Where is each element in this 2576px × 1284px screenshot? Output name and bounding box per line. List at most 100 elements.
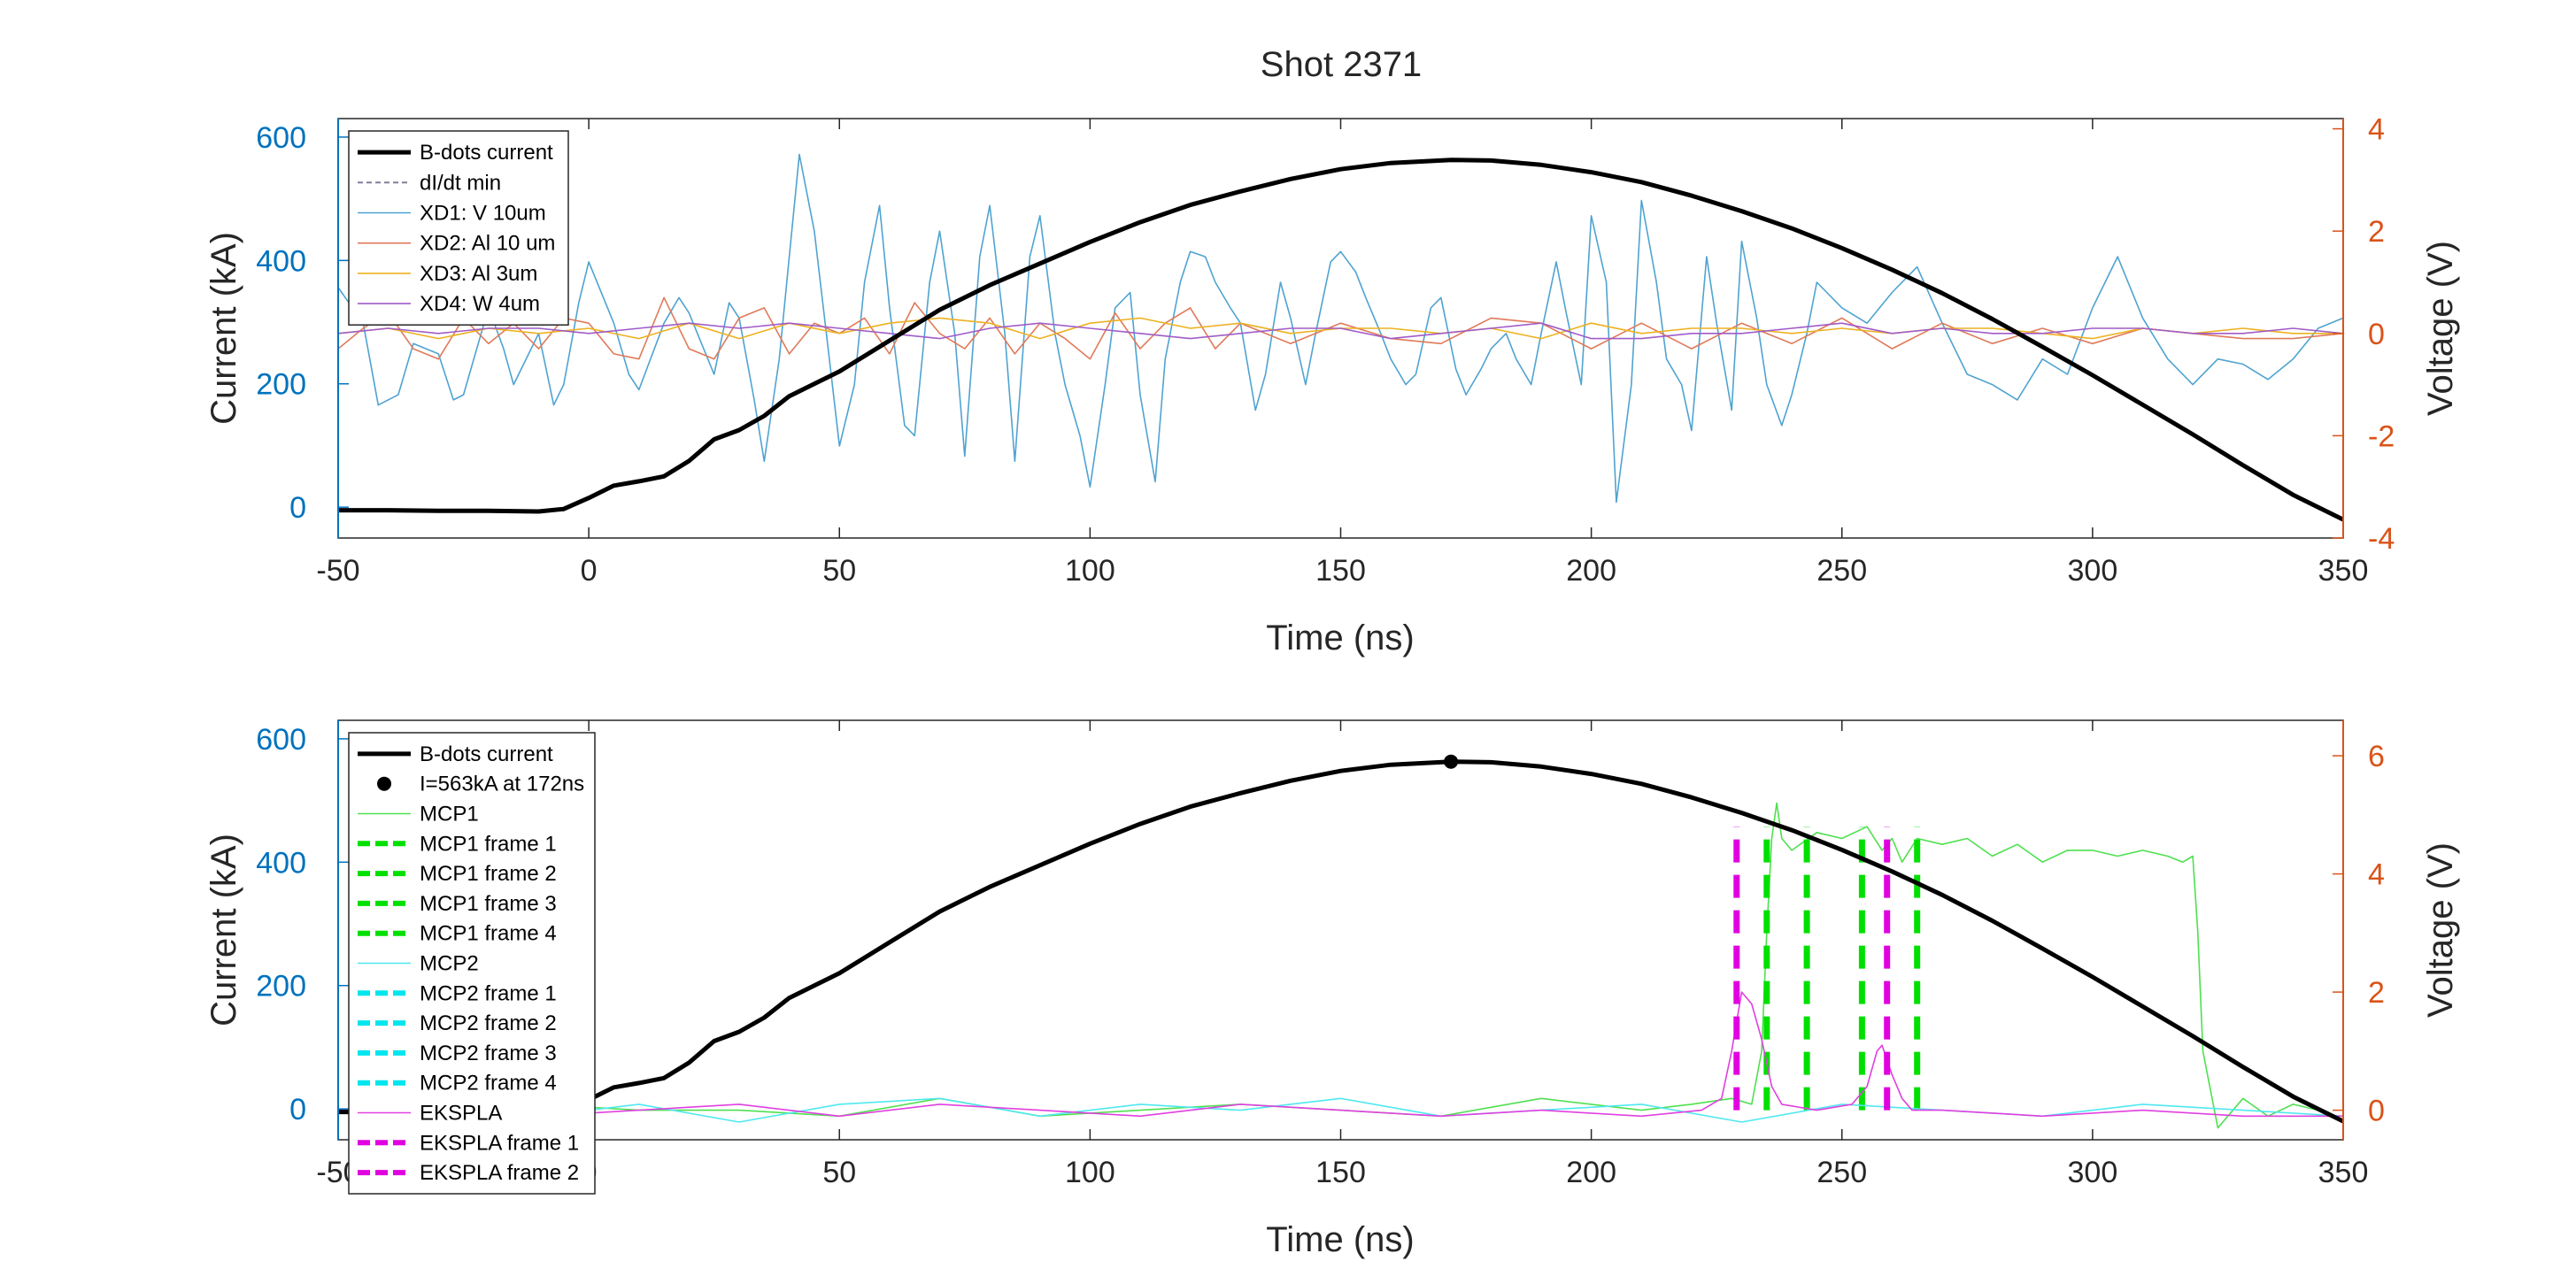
x-tick-label: 0 xyxy=(581,554,598,588)
legend-label: MCP1 frame 2 xyxy=(420,862,557,886)
y-tick-label-right: 0 xyxy=(2368,1095,2385,1128)
legend-label: MCP1 frame 1 xyxy=(420,832,557,856)
legend-item-xd2-al-10-um: XD2: Al 10 um xyxy=(358,232,555,256)
y-tick-label-left: 400 xyxy=(256,846,306,880)
y-tick-label-left: 0 xyxy=(289,491,306,525)
x-tick-label: 100 xyxy=(1065,554,1115,588)
x-tick-label: 200 xyxy=(1566,1156,1616,1189)
legend-item-mcp2-frame-2: MCP2 frame 2 xyxy=(358,1011,557,1035)
legend-swatch xyxy=(377,776,391,791)
series-line-xd4-w-4um xyxy=(338,322,2343,340)
plot-bottom-ylabel-left: Current (kA) xyxy=(204,834,243,1026)
y-tick-label-right: 4 xyxy=(2368,113,2385,147)
series-line-b-dots-current xyxy=(338,158,2343,522)
y-tick-label-right: 0 xyxy=(2368,318,2385,351)
y-tick-label-left: 0 xyxy=(289,1093,306,1126)
legend-item-mcp2-frame-3: MCP2 frame 3 xyxy=(358,1042,557,1065)
legend-box xyxy=(348,130,569,326)
plot-bottom-frame xyxy=(337,719,2344,1141)
plot-bottom-ylabel-right: Voltage (V) xyxy=(2421,842,2460,1018)
legend-label: B-dots current xyxy=(420,742,553,766)
x-tick-label: 300 xyxy=(2068,554,2118,588)
x-tick-label: 150 xyxy=(1315,554,1366,588)
series-line-ekspla xyxy=(338,991,2343,1118)
legend-label: MCP1 xyxy=(420,803,479,827)
plot-top-xlabel: Time (ns) xyxy=(1266,619,1414,657)
y-tick-label-right: 4 xyxy=(2368,858,2385,892)
legend-label: XD1: V 10um xyxy=(420,202,546,226)
legend-label: MCP2 frame 3 xyxy=(420,1042,557,1065)
y-tick-label-right: 2 xyxy=(2368,215,2385,249)
legend-item-mcp2-frame-4: MCP2 frame 4 xyxy=(358,1072,557,1096)
series-line-b-dots-current xyxy=(338,759,2343,1124)
figure-title: Shot 2371 xyxy=(1261,45,1422,84)
legend-label: MCP2 frame 1 xyxy=(420,981,557,1005)
legend-label: dI/dt min xyxy=(420,171,501,195)
legend-item-ekspla: EKSPLA xyxy=(358,1102,502,1126)
x-tick-label: 50 xyxy=(822,554,856,588)
x-tick-label: 250 xyxy=(1816,554,1867,588)
x-tick-label: 150 xyxy=(1315,1156,1366,1189)
plot-bottom: -5005010015020025030035002004006000246 T… xyxy=(204,719,2460,1259)
y-tick-label-right: -2 xyxy=(2368,419,2395,453)
legend-label: EKSPLA frame 1 xyxy=(420,1131,579,1155)
legend-item-mcp1-frame-1: MCP1 frame 1 xyxy=(358,832,557,856)
legend-item-mcp1: MCP1 xyxy=(358,803,479,827)
legend-item-xd4-w-4um: XD4: W 4um xyxy=(358,292,540,316)
x-tick-label: 350 xyxy=(2318,554,2369,588)
legend-item-mcp1-frame-3: MCP1 frame 3 xyxy=(358,892,557,916)
legend-label: MCP1 frame 3 xyxy=(420,892,557,916)
legend-item-ekspla-frame-2: EKSPLA frame 2 xyxy=(358,1161,579,1185)
legend-item-xd3-al-3um: XD3: Al 3um xyxy=(358,262,537,286)
x-tick-label: 200 xyxy=(1566,554,1616,588)
y-tick-label-right: 6 xyxy=(2368,740,2385,773)
x-tick-label: 300 xyxy=(2068,1156,2118,1189)
legend-item-mcp2: MCP2 xyxy=(358,952,479,976)
y-tick-label-right: 2 xyxy=(2368,976,2385,1010)
legend-label: XD4: W 4um xyxy=(420,292,540,316)
series-line-mcp1 xyxy=(338,802,2343,1129)
legend-item-mcp2-frame-1: MCP2 frame 1 xyxy=(358,981,557,1005)
plot-top: -50 0 50 100 150 200 250 300 350 0 200 400 600 -4 -2 0 2… xyxy=(204,113,2460,657)
peak-marker xyxy=(1444,754,1459,769)
legend-label: XD3: Al 3um xyxy=(420,262,537,286)
plot-bottom-legend: B-dots current I=563kA at 172ns MCP1 MCP1 f… xyxy=(348,732,596,1195)
legend-item-mcp1-frame-4: MCP1 frame 4 xyxy=(358,922,557,946)
legend-item-mcp1-frame-2: MCP1 frame 2 xyxy=(358,862,557,886)
legend-item-b-dots-current: B-dots current xyxy=(358,742,553,766)
plot-top-axes: -50 0 50 100 150 200 250 300 350 0 200 400 600 -4 -2 0 2… xyxy=(256,113,2395,588)
legend-item-i-563ka-at-172ns: I=563kA at 172ns xyxy=(377,773,584,796)
legend-label: MCP1 frame 4 xyxy=(420,922,557,946)
legend-item-ekspla-frame-1: EKSPLA frame 1 xyxy=(358,1131,579,1155)
plot-top-ylabel-left: Current (kA) xyxy=(204,232,243,425)
legend-label: MCP2 frame 2 xyxy=(420,1011,557,1035)
x-tick-label: 50 xyxy=(822,1156,856,1189)
y-tick-label-left: 600 xyxy=(256,121,306,155)
series-line-xd1-v-10um xyxy=(338,153,2343,504)
x-tick-label: 100 xyxy=(1065,1156,1115,1189)
legend-label: XD2: Al 10 um xyxy=(420,232,555,256)
series-line-xd2-al-10-um xyxy=(338,296,2343,360)
legend-label: I=563kA at 172ns xyxy=(420,773,584,796)
plot-top-ylabel-right: Voltage (V) xyxy=(2421,241,2460,416)
y-tick-label-left: 600 xyxy=(256,723,306,757)
x-tick-label: -50 xyxy=(316,554,359,588)
legend-label: EKSPLA frame 2 xyxy=(420,1161,579,1185)
legend-label: MCP2 frame 4 xyxy=(420,1072,557,1096)
x-tick-label: 250 xyxy=(1816,1156,1867,1189)
plot-top-legend: B-dots current dI/dt min XD1: V 10um XD2: A… xyxy=(348,130,569,326)
y-tick-label-left: 400 xyxy=(256,244,306,278)
plot-bottom-xlabel: Time (ns) xyxy=(1266,1220,1414,1259)
legend-label: B-dots current xyxy=(420,141,553,165)
plot-top-series xyxy=(338,153,2343,522)
legend-label: EKSPLA xyxy=(420,1102,502,1126)
y-tick-label-left: 200 xyxy=(256,970,306,1003)
legend-item-b-dots-current: B-dots current xyxy=(358,141,553,165)
plot-bottom-series xyxy=(338,754,2343,1129)
legend-item-di-dt-min: dI/dt min xyxy=(358,171,501,195)
plot-bottom-axes: -5005010015020025030035002004006000246 xyxy=(256,720,2385,1189)
x-tick-label: 350 xyxy=(2318,1156,2369,1189)
y-tick-label-left: 200 xyxy=(256,368,306,402)
legend-item-xd1-v-10um: XD1: V 10um xyxy=(358,202,546,226)
